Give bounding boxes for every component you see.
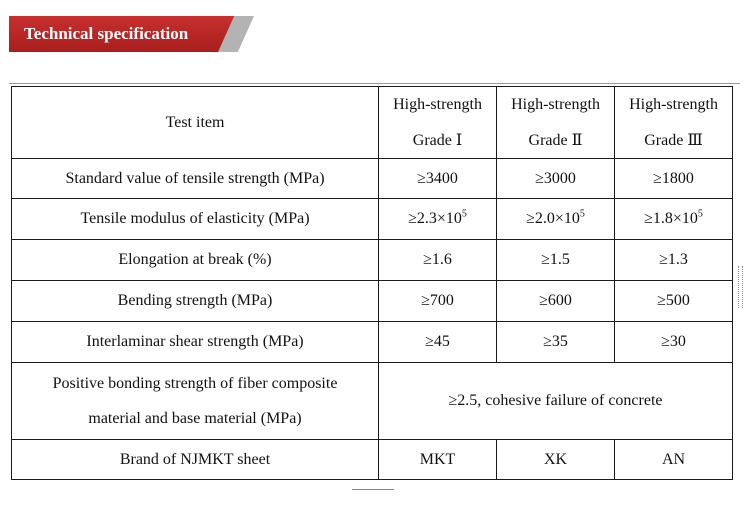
- value-cell: ≥1.6: [378, 239, 497, 281]
- bonding-label-line2: material and base material (MPa): [88, 410, 302, 427]
- row-label: Tensile modulus of elasticity (MPa): [11, 198, 379, 240]
- test-item-label: Test item: [165, 113, 225, 131]
- value-cell: ≥3400: [378, 158, 497, 199]
- grade-1-line2: Grade Ⅰ: [412, 131, 463, 149]
- value-cell: ≥2.0×105: [496, 198, 615, 240]
- value-base: ≥2.3×10: [408, 210, 462, 228]
- table-row: Standard value of tensile strength (MPa)…: [11, 158, 733, 199]
- grade-1-line1: High-strength: [393, 96, 482, 114]
- table-row-bonding: Positive bonding strength of fiber compo…: [11, 362, 733, 440]
- grade-3-line1: High-strength: [629, 96, 718, 114]
- table-row: Elongation at break (%) ≥1.6 ≥1.5 ≥1.3: [11, 239, 733, 281]
- value-cell: ≥35: [496, 321, 615, 363]
- page-title: Technical specification: [24, 24, 189, 43]
- table-header-row: Test item High-strength Grade Ⅰ High-str…: [11, 86, 733, 159]
- row-label: Brand of NJMKT sheet: [11, 439, 379, 480]
- value-cell: ≥30: [614, 321, 733, 363]
- brand-cell: MKT: [378, 439, 497, 480]
- row-label: Standard value of tensile strength (MPa): [11, 158, 379, 199]
- header-banner: Technical specification: [0, 0, 750, 84]
- value-cell: ≥1.5: [496, 239, 615, 281]
- table-row: Interlaminar shear strength (MPa) ≥45 ≥3…: [11, 321, 733, 363]
- grade-3-line2: Grade Ⅲ: [644, 131, 703, 149]
- header-divider: [9, 83, 740, 84]
- value-base: ≥2.0×10: [526, 210, 580, 228]
- row-label: Positive bonding strength of fiber compo…: [11, 362, 379, 440]
- value-cell: ≥700: [378, 280, 497, 322]
- value-cell: ≥1800: [614, 158, 733, 199]
- header-cell-grade-1: High-strength Grade Ⅰ: [378, 86, 497, 159]
- row-label: Elongation at break (%): [11, 239, 379, 281]
- grade-2-line2: Grade Ⅱ: [528, 131, 583, 149]
- scroll-marker: [738, 266, 743, 308]
- header-cell-grade-3: High-strength Grade Ⅲ: [614, 86, 733, 159]
- bonding-value-cell: ≥2.5, cohesive failure of concrete: [378, 362, 733, 440]
- value-cell: ≥600: [496, 280, 615, 322]
- value-cell: ≥45: [378, 321, 497, 363]
- table-row: Tensile modulus of elasticity (MPa) ≥2.3…: [11, 198, 733, 240]
- bonding-label-line1: Positive bonding strength of fiber compo…: [52, 374, 338, 392]
- bottom-marker-line: [352, 489, 394, 490]
- table-row: Bending strength (MPa) ≥700 ≥600 ≥500: [11, 280, 733, 322]
- row-label: Interlaminar shear strength (MPa): [11, 321, 379, 363]
- brand-cell: AN: [614, 439, 733, 480]
- header-cell-grade-2: High-strength Grade Ⅱ: [496, 86, 615, 159]
- value-cell: ≥2.3×105: [378, 198, 497, 240]
- brand-cell: XK: [496, 439, 615, 480]
- header-cell-test-item: Test item: [11, 86, 379, 159]
- spec-table: Test item High-strength Grade Ⅰ High-str…: [11, 86, 733, 480]
- table-row-brand: Brand of NJMKT sheet MKT XK AN: [11, 439, 733, 480]
- row-label: Bending strength (MPa): [11, 280, 379, 322]
- value-cell: ≥3000: [496, 158, 615, 199]
- value-cell: ≥500: [614, 280, 733, 322]
- value-cell: ≥1.3: [614, 239, 733, 281]
- value-exponent: 5: [579, 209, 585, 221]
- value-cell: ≥1.8×105: [614, 198, 733, 240]
- title-banner-shape: [9, 16, 241, 52]
- value-exponent: 5: [697, 209, 703, 221]
- value-base: ≥1.8×10: [644, 210, 698, 228]
- grade-2-line1: High-strength: [511, 96, 600, 114]
- value-exponent: 5: [461, 209, 467, 221]
